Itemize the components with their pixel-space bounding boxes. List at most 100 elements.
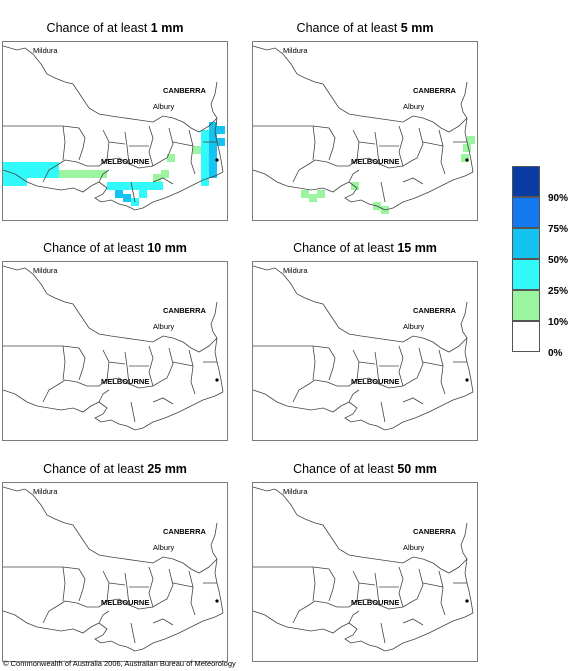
- probability-cell: [161, 170, 169, 178]
- border-line: [64, 157, 164, 169]
- probability-cell: [3, 178, 11, 186]
- probability-cell: [139, 182, 147, 190]
- probability-cell: [153, 174, 161, 182]
- border-line: [438, 129, 446, 175]
- border-line: [402, 618, 424, 626]
- probability-cell: [147, 182, 155, 190]
- border-line: [172, 582, 194, 588]
- probability-cell: [139, 190, 147, 198]
- probability-cell: [193, 146, 201, 154]
- probability-cell: [19, 162, 27, 170]
- city-label-albury: Albury: [403, 322, 425, 331]
- border-line: [253, 566, 336, 602]
- probability-cell: [201, 162, 209, 170]
- city-label-mildura: Mildura: [33, 266, 58, 275]
- border-line: [64, 377, 164, 389]
- border-line: [3, 610, 224, 652]
- victoria-map: [3, 265, 224, 431]
- border-line: [292, 600, 316, 624]
- legend-swatch-10: [512, 290, 540, 321]
- border-line: [253, 45, 468, 133]
- city-marker: [465, 158, 469, 162]
- probability-cell: [115, 190, 123, 198]
- border-line: [210, 301, 218, 339]
- border-line: [422, 582, 444, 588]
- border-line: [130, 622, 136, 644]
- city-label-melbourne: MELBOURNE: [351, 377, 400, 386]
- border-line: [312, 345, 316, 381]
- border-line: [162, 568, 174, 602]
- probability-cell: [27, 170, 35, 178]
- city-label-melbourne: MELBOURNE: [101, 598, 150, 607]
- border-line: [402, 177, 424, 185]
- probability-cell: [11, 178, 19, 186]
- probability-cell: [461, 154, 469, 162]
- city-label-mildura: Mildura: [283, 46, 308, 55]
- probability-cell: [201, 178, 209, 186]
- city-label-canberra: CANBERRA: [163, 527, 206, 536]
- probability-cell: [317, 190, 325, 198]
- border-line: [148, 125, 154, 167]
- border-line: [210, 522, 218, 560]
- border-line: [464, 117, 474, 173]
- border-line: [380, 181, 386, 203]
- legend-label-25: 25%: [548, 286, 569, 297]
- city-label-melbourne: MELBOURNE: [351, 598, 400, 607]
- border-line: [98, 610, 110, 624]
- border-line: [460, 81, 468, 119]
- city-label-canberra: CANBERRA: [413, 527, 456, 536]
- probability-cell: [107, 182, 115, 190]
- map-50mm: Mildura CANBERRA Albury MELBOURNE: [252, 482, 478, 662]
- border-line: [108, 582, 126, 586]
- probability-cell: [309, 194, 317, 202]
- border-line: [402, 397, 424, 405]
- border-line: [98, 389, 110, 403]
- city-label-canberra: CANBERRA: [163, 306, 206, 315]
- border-line: [42, 159, 66, 183]
- city-marker: [215, 158, 219, 162]
- border-line: [102, 129, 110, 161]
- probability-cell: [11, 162, 19, 170]
- border-line: [162, 347, 174, 381]
- border-line: [352, 570, 360, 602]
- legend-swatch-75: [512, 197, 540, 228]
- border-line: [312, 566, 316, 602]
- legend-label-75: 75%: [548, 224, 569, 235]
- legend-swatch-25: [512, 259, 540, 290]
- legend-label-10: 10%: [548, 317, 569, 328]
- border-line: [102, 570, 110, 602]
- border-line: [314, 598, 414, 610]
- probability-cell: [209, 146, 217, 154]
- probability-cell: [75, 170, 83, 178]
- border-line: [312, 125, 316, 161]
- probability-cell: [27, 162, 35, 170]
- probability-cell: [131, 182, 139, 190]
- border-line: [380, 622, 386, 644]
- probability-cell: [201, 146, 209, 154]
- border-line: [124, 572, 130, 606]
- probability-cell: [463, 144, 471, 152]
- border-line: [292, 159, 316, 183]
- border-line: [380, 401, 386, 423]
- border-line: [3, 125, 86, 161]
- probability-cell: [3, 170, 11, 178]
- city-label-melbourne: MELBOURNE: [351, 157, 400, 166]
- probability-cell: [123, 194, 131, 202]
- probability-cell: [201, 170, 209, 178]
- border-line: [172, 141, 194, 147]
- border-line: [358, 141, 376, 145]
- border-line: [253, 486, 468, 574]
- border-line: [152, 177, 174, 185]
- probability-cell: [83, 170, 91, 178]
- probability-cell: [123, 182, 131, 190]
- panel-25mm: Chance of at least 25 mm Mildura CANBERRA…: [2, 460, 228, 662]
- border-line: [374, 131, 380, 165]
- border-line: [412, 568, 424, 602]
- border-line: [3, 345, 86, 381]
- border-line: [253, 169, 474, 211]
- probability-cell: [217, 126, 225, 134]
- border-line: [64, 598, 164, 610]
- border-line: [188, 129, 196, 175]
- map-25mm: Mildura CANBERRA Albury MELBOURNE: [2, 482, 228, 662]
- probability-cell: [155, 182, 163, 190]
